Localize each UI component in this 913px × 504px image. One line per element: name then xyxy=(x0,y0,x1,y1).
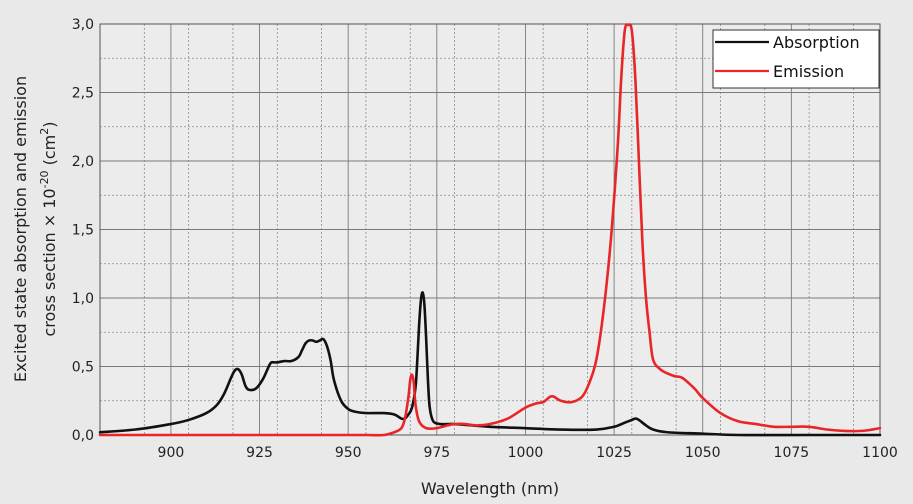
plot-frame xyxy=(99,23,881,436)
y-tick-label: 1,5 xyxy=(72,223,94,239)
legend-box xyxy=(712,29,880,89)
x-axis-ticks: 900 925 950 975 1000 1025 1050 1075 1100 xyxy=(158,445,898,461)
legend-label-emission: Emission xyxy=(773,62,844,81)
y-axis-title-unit-close: ) xyxy=(40,121,59,127)
legend: Absorption Emission xyxy=(712,29,880,89)
series-layer xyxy=(98,23,882,437)
x-tick-label: 1050 xyxy=(685,445,721,461)
x-axis-title: Wavelength (nm) xyxy=(421,479,559,498)
y-tick-label: 2,0 xyxy=(72,154,94,170)
legend-label-absorption: Absorption xyxy=(773,33,860,52)
y-axis-title-unit-exponent: 2 xyxy=(38,128,51,135)
y-axis-title-line2: cross section × 10-20 (cm2) xyxy=(38,121,59,336)
y-axis-title-line1: Excited state absorption and emission xyxy=(11,76,30,382)
y-tick-label: 2,5 xyxy=(72,86,94,102)
y-tick-label: 1,0 xyxy=(72,291,94,307)
y-tick-label: 0,5 xyxy=(72,360,94,376)
y-axis-title: Excited state absorption and emission cr… xyxy=(11,76,59,382)
y-axis-title-unit-open: (cm xyxy=(40,135,59,171)
y-tick-label: 0,0 xyxy=(72,428,94,444)
x-tick-label: 900 xyxy=(158,445,185,461)
x-tick-label: 950 xyxy=(335,445,362,461)
x-tick-label: 1000 xyxy=(508,445,544,461)
x-tick-label: 925 xyxy=(246,445,273,461)
y-axis-title-prefix: cross section × 10 xyxy=(40,188,59,336)
series-line-emission xyxy=(98,23,882,437)
series-line-absorption xyxy=(98,291,882,437)
x-tick-label: 975 xyxy=(423,445,450,461)
x-tick-label: 1025 xyxy=(596,445,632,461)
x-tick-label: 1100 xyxy=(862,445,898,461)
x-tick-label: 1075 xyxy=(774,445,810,461)
y-axis-ticks: 0,0 0,5 1,0 1,5 2,0 2,5 3,0 xyxy=(72,17,94,444)
y-axis-title-exponent: -20 xyxy=(38,170,51,188)
y-tick-label: 3,0 xyxy=(72,17,94,33)
